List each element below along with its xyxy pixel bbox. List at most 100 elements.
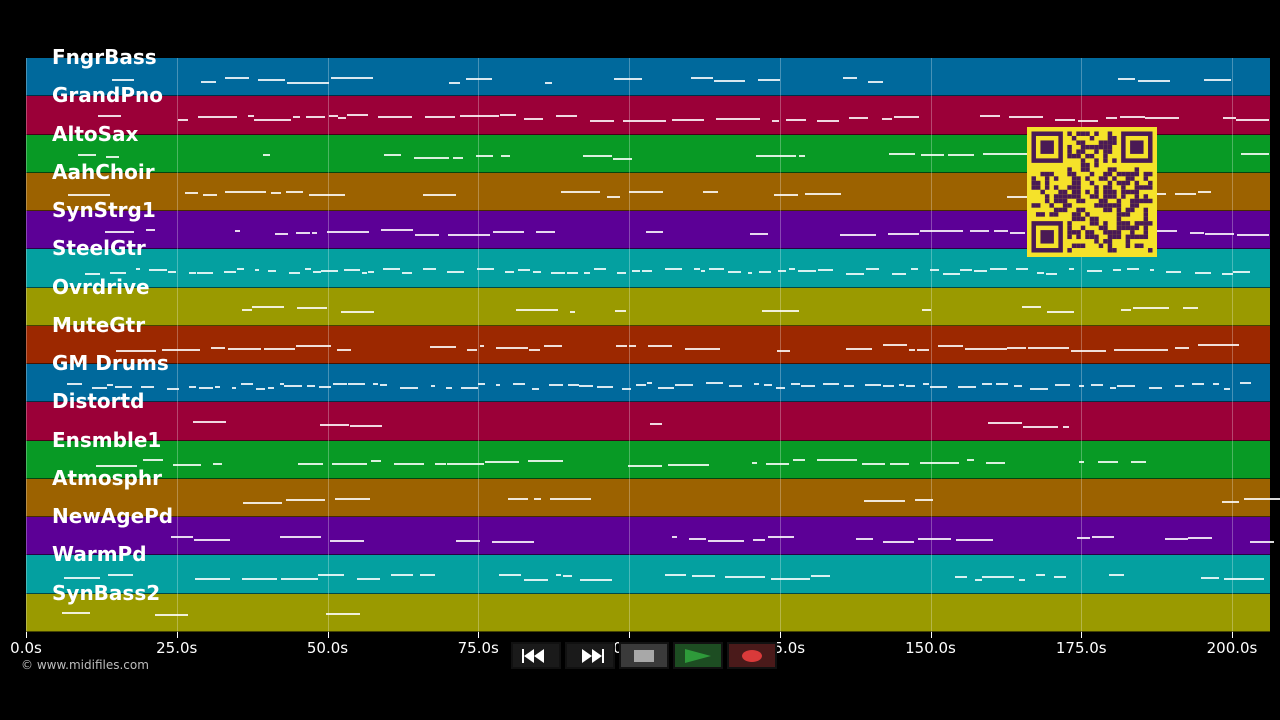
- track-label: Ensmble1: [52, 427, 162, 452]
- note: [200, 80, 216, 83]
- tick-mark: [327, 632, 329, 638]
- note: [501, 154, 511, 157]
- note: [1222, 501, 1239, 504]
- note: [728, 270, 741, 273]
- record-button[interactable]: [727, 642, 777, 669]
- note: [1188, 536, 1213, 539]
- note: [1023, 426, 1059, 429]
- note: [293, 115, 300, 118]
- note: [1109, 387, 1116, 390]
- note: [713, 79, 745, 82]
- note: [98, 115, 122, 118]
- note: [768, 535, 795, 538]
- tick-mark: [176, 632, 178, 638]
- note: [982, 382, 993, 385]
- note: [288, 271, 300, 274]
- note: [615, 310, 626, 313]
- note: [818, 269, 833, 272]
- note: [495, 347, 529, 350]
- note: [304, 268, 311, 271]
- note: [1106, 117, 1117, 120]
- track-label: FngrBass: [52, 45, 157, 69]
- track-label: NewAgePd: [52, 504, 174, 529]
- note: [262, 153, 271, 156]
- note: [775, 386, 786, 389]
- note: [642, 270, 653, 273]
- note: [635, 384, 646, 387]
- fast-forward-button[interactable]: [565, 642, 615, 669]
- note: [318, 386, 332, 389]
- note: [195, 578, 231, 581]
- note: [296, 306, 328, 309]
- note: [919, 229, 964, 232]
- note: [460, 387, 479, 390]
- note: [888, 152, 915, 155]
- gridline: [629, 58, 630, 632]
- note: [264, 348, 295, 351]
- note: [887, 232, 920, 235]
- note: [1013, 384, 1023, 387]
- note: [910, 267, 918, 270]
- note: [532, 387, 539, 390]
- note: [455, 540, 480, 543]
- note: [422, 267, 437, 270]
- note: [484, 460, 519, 463]
- note: [1165, 270, 1182, 273]
- note: [700, 270, 706, 273]
- note: [1009, 232, 1025, 235]
- note: [112, 79, 135, 82]
- play-button[interactable]: [673, 642, 723, 669]
- note: [597, 386, 613, 389]
- note: [562, 574, 572, 577]
- note: [996, 382, 1009, 385]
- note: [982, 153, 1007, 156]
- note: [493, 230, 525, 233]
- note: [198, 115, 237, 118]
- note: [254, 119, 292, 122]
- note: [665, 573, 687, 576]
- note: [548, 384, 563, 387]
- note: [705, 382, 723, 385]
- note: [621, 387, 631, 390]
- note: [173, 463, 202, 466]
- note: [1164, 537, 1188, 540]
- note: [789, 267, 796, 270]
- note: [994, 230, 1008, 233]
- note: [616, 272, 627, 275]
- note: [561, 191, 600, 194]
- note: [765, 462, 790, 465]
- note: [613, 78, 643, 81]
- track-label: GrandPno: [52, 83, 163, 108]
- gridline: [176, 58, 178, 632]
- note: [240, 382, 253, 385]
- note: [1006, 347, 1026, 350]
- qr-code: [1027, 127, 1157, 257]
- note: [771, 120, 779, 123]
- note: [623, 119, 666, 122]
- note: [616, 344, 627, 347]
- note: [894, 116, 920, 119]
- track-label: Distortd: [52, 389, 145, 414]
- note: [110, 271, 127, 274]
- note: [791, 383, 800, 386]
- note: [707, 539, 744, 542]
- rewind-button[interactable]: [511, 642, 561, 669]
- note: [318, 574, 344, 577]
- note: [579, 384, 594, 387]
- note: [513, 383, 526, 386]
- note: [1145, 117, 1179, 120]
- note: [296, 231, 311, 234]
- tick-label: 0.0s: [10, 639, 42, 657]
- track-label: MuteGtr: [52, 312, 146, 337]
- note: [764, 383, 772, 386]
- note: [865, 384, 881, 387]
- gridline: [478, 58, 480, 632]
- note: [756, 154, 796, 157]
- note: [91, 386, 107, 389]
- note: [478, 383, 485, 386]
- stop-button[interactable]: [619, 642, 669, 669]
- track-lane: [26, 478, 1270, 518]
- note: [1045, 273, 1057, 276]
- note: [882, 344, 908, 347]
- note: [162, 349, 201, 352]
